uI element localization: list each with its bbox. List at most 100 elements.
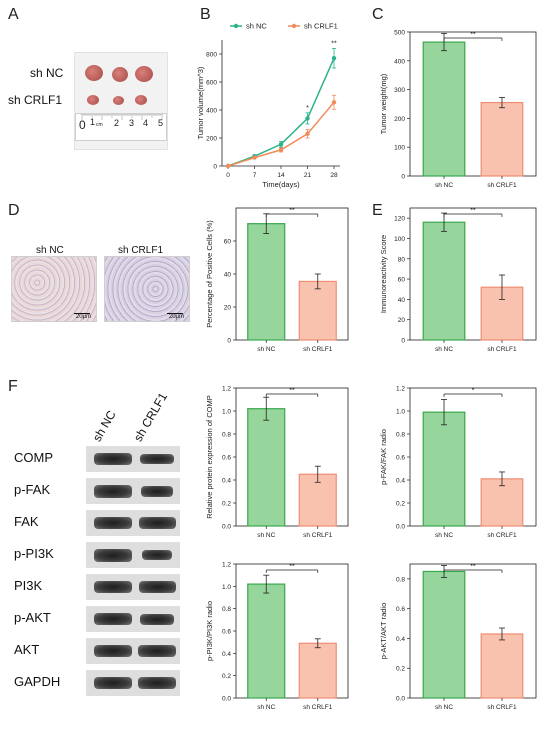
y-tick-label: 500 bbox=[394, 30, 405, 37]
y-tick-label: 0.6 bbox=[396, 455, 405, 462]
blot-band-sh-nc bbox=[94, 613, 132, 625]
positive-cells-chart: 0 20 40 60 Percentage of Positive Cells (%) s… bbox=[205, 208, 349, 353]
blot-label: p-FAK bbox=[14, 482, 51, 497]
ihc-label-sh-nc: sh NC bbox=[36, 245, 64, 256]
ihc-image-sh-crlf1: 20μm bbox=[104, 256, 190, 322]
ir-score-chart: 0 20 40 60 80 100 120 Immunoreactivity Score sh … bbox=[379, 207, 537, 353]
ruler-digit-2: 2 bbox=[114, 118, 120, 128]
y-tick-label: 0.6 bbox=[222, 629, 231, 636]
panel-letter-d: D bbox=[8, 202, 20, 219]
y-tick-label: 40 bbox=[224, 272, 232, 279]
blot-band-sh-crlf1 bbox=[138, 677, 176, 689]
ihc-label-sh-crlf1: sh CRLF1 bbox=[118, 245, 164, 256]
series-line-sh-crlf1 bbox=[227, 101, 335, 167]
y-tick-label: 80 bbox=[398, 256, 406, 263]
point-sh-crlf1 bbox=[252, 155, 257, 160]
y-tick-label: 0 bbox=[401, 174, 405, 181]
y-tick-label: 0.4 bbox=[222, 478, 231, 485]
tumor-crlf1-1 bbox=[87, 95, 99, 105]
y-axis-label: p-PI3K/PI3K radio bbox=[205, 601, 214, 661]
photo-label-sh-nc: sh NC bbox=[30, 66, 64, 80]
ruler-digit-3: 3 bbox=[129, 118, 135, 128]
ruler-digits: 0 1 cm 2 3 4 5 bbox=[79, 116, 165, 136]
pakt-chart: 0.0 0.2 0.4 0.6 0.8 p-AKT/AKT radio sh NC sh CR… bbox=[379, 564, 537, 711]
panel-letter-c: C bbox=[372, 6, 384, 23]
blot-strip bbox=[86, 446, 180, 472]
y-tick-label: 0.6 bbox=[396, 606, 405, 613]
tumor-crlf1-2 bbox=[113, 96, 124, 105]
x-tick-label: sh NC bbox=[435, 704, 453, 711]
plot-frame bbox=[409, 31, 537, 177]
ruler bbox=[75, 113, 167, 141]
bar-sh-nc bbox=[247, 408, 286, 527]
y-axis-label: Immunoreactivity Score bbox=[379, 235, 388, 313]
bar-sh-crlf1 bbox=[298, 280, 337, 341]
sig-marker: ** bbox=[470, 564, 476, 571]
y-tick-label: 0.4 bbox=[396, 636, 405, 643]
y-tick-label: 0.2 bbox=[396, 666, 405, 673]
blot-strip bbox=[86, 542, 180, 568]
blot-strip bbox=[86, 574, 180, 600]
blot-label: GAPDH bbox=[14, 674, 61, 689]
blot-band-sh-crlf1 bbox=[138, 517, 176, 529]
ruler-unit: cm bbox=[96, 122, 103, 128]
point-sh-nc bbox=[278, 142, 284, 147]
ruler-digit-1: 1 bbox=[90, 117, 96, 127]
blot-band-sh-nc bbox=[94, 548, 132, 562]
blot-band-sh-nc bbox=[94, 517, 132, 529]
y-tick-label: 0.2 bbox=[222, 673, 231, 680]
blot-band-sh-nc bbox=[94, 453, 132, 465]
y-tick-label: 0.4 bbox=[396, 478, 405, 485]
point-sh-crlf1 bbox=[305, 131, 310, 136]
photo-label-sh-crlf1: sh CRLF1 bbox=[8, 93, 63, 107]
x-tick-label: 21 bbox=[304, 172, 312, 179]
x-tick-label: sh NC bbox=[435, 182, 453, 189]
y-tick-label: 0.6 bbox=[222, 455, 231, 462]
tumor-nc-3 bbox=[135, 66, 153, 82]
y-tick-label: 100 bbox=[394, 145, 405, 152]
blot-band-sh-nc bbox=[94, 484, 132, 498]
bar-sh-nc bbox=[422, 570, 466, 699]
y-tick-label: 300 bbox=[394, 87, 405, 94]
y-tick-label: 400 bbox=[394, 58, 405, 65]
y-tick-label: 0.8 bbox=[222, 606, 231, 613]
x-tick-label: sh CRLF1 bbox=[303, 346, 333, 353]
x-tick-label: 28 bbox=[330, 172, 338, 179]
panel-letter-a: A bbox=[8, 6, 19, 23]
y-tick-label: 0 bbox=[213, 164, 217, 171]
ruler-digit-4: 4 bbox=[143, 118, 149, 128]
point-sh-crlf1 bbox=[225, 163, 231, 169]
y-tick-label: 0.0 bbox=[396, 696, 405, 703]
y-axis-label: p-FAK/FAK radio bbox=[379, 429, 388, 485]
ppi3k-chart: 0.0 0.2 0.4 0.6 0.8 1.0 1.2 p-PI3K/PI3K radio sh… bbox=[205, 562, 349, 711]
y-tick-label: 60 bbox=[398, 277, 406, 284]
y-tick-label: 1.2 bbox=[396, 386, 405, 393]
y-tick-label: 0 bbox=[227, 338, 231, 345]
point-sh-nc bbox=[305, 116, 310, 121]
x-tick-label: 0 bbox=[226, 172, 230, 179]
bar-sh-crlf1 bbox=[298, 642, 337, 699]
bar-sh-nc bbox=[422, 411, 466, 527]
y-tick-label: 20 bbox=[398, 317, 406, 324]
blot-band-sh-nc bbox=[94, 645, 132, 657]
bar-sh-crlf1 bbox=[480, 633, 524, 699]
x-tick-label: sh NC bbox=[257, 346, 275, 353]
scalebar-nc bbox=[74, 312, 90, 314]
blot-label: AKT bbox=[14, 642, 40, 657]
ruler-ticks bbox=[80, 113, 164, 120]
sig-marker: ** bbox=[470, 32, 476, 39]
blot-strip bbox=[86, 478, 180, 504]
panel-letter-f: F bbox=[8, 378, 18, 395]
panel-letter-b: B bbox=[200, 6, 211, 23]
x-tick-label: sh CRLF1 bbox=[487, 532, 517, 539]
tumor-crlf1-3 bbox=[135, 95, 147, 105]
y-tick-label: 0.8 bbox=[222, 432, 231, 439]
y-tick-label: 0 bbox=[401, 338, 405, 345]
scalebar-text-nc: 20μm bbox=[75, 314, 91, 320]
plot-frame bbox=[409, 207, 537, 341]
x-tick-label: sh NC bbox=[435, 532, 453, 539]
y-axis-label: Relative protein expression of COMP bbox=[205, 395, 214, 518]
blot-band-sh-crlf1 bbox=[138, 645, 176, 657]
y-tick-label: 0.8 bbox=[396, 432, 405, 439]
y-tick-label: 200 bbox=[394, 116, 405, 123]
